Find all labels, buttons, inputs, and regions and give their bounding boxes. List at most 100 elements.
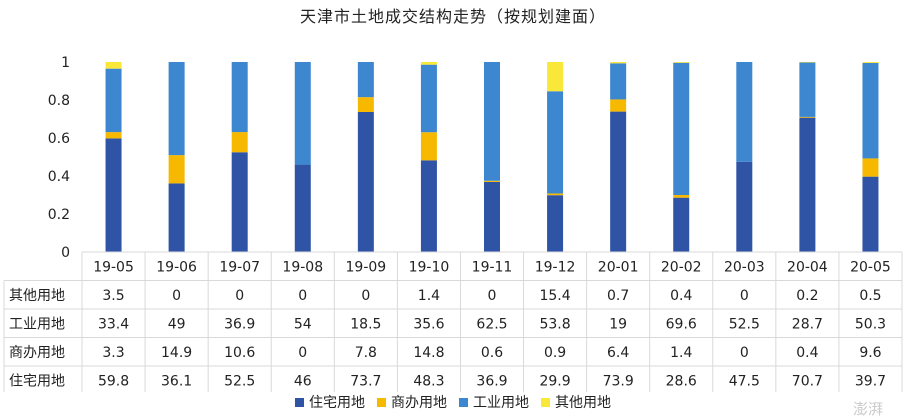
table-row-header: 其他用地 <box>9 288 65 304</box>
legend-label: 商办用地 <box>391 395 447 411</box>
x-category-label: 19-09 <box>346 259 387 275</box>
y-tick-label: 0.8 <box>48 93 70 109</box>
legend-label: 工业用地 <box>473 395 529 411</box>
table-cell-value: 49 <box>168 316 186 332</box>
table-cell-value: 48.3 <box>413 373 444 389</box>
x-category-label: 20-05 <box>850 259 891 275</box>
table-cell-value: 0 <box>740 345 749 361</box>
bar-segment-8-3 <box>610 62 627 64</box>
table-cell-value: 52.5 <box>729 316 760 332</box>
table-cell-value: 6.4 <box>607 345 629 361</box>
bar-segment-1-2 <box>168 62 185 156</box>
bar-segment-9-2 <box>673 62 690 196</box>
table-cell-value: 14.9 <box>161 345 192 361</box>
bar-segment-4-0 <box>357 111 374 252</box>
legend-label: 住宅用地 <box>309 395 365 411</box>
bar-segment-1-1 <box>168 155 185 184</box>
table-cell-value: 53.8 <box>539 316 570 332</box>
table-cell-value: 35.6 <box>413 316 444 332</box>
bar-segment-7-0 <box>547 195 564 252</box>
legend-swatch <box>541 397 550 407</box>
table-cell-value: 36.9 <box>224 316 255 332</box>
watermark: 澎湃 <box>853 400 884 418</box>
bar-segment-12-3 <box>862 62 879 63</box>
bar-segment-7-3 <box>547 62 564 92</box>
table-cell-value: 0 <box>172 288 181 304</box>
bar-segment-5-3 <box>420 62 437 65</box>
bar-segment-4-1 <box>357 97 374 112</box>
bar-segment-11-1 <box>799 116 816 118</box>
table-cell-value: 0 <box>361 288 370 304</box>
x-category-label: 20-01 <box>598 259 639 275</box>
chart-legend: 住宅用地 商办用地 工业用地 其他用地 <box>0 392 906 412</box>
table-cell-value: 3.5 <box>102 288 124 304</box>
table-cell-value: 18.5 <box>350 316 381 332</box>
table-row-header: 商办用地 <box>9 345 65 361</box>
bar-segment-0-3 <box>105 62 122 69</box>
table-cell-value: 15.4 <box>539 288 570 304</box>
table-row-header: 工业用地 <box>9 316 65 332</box>
bar-segment-11-3 <box>799 62 816 63</box>
bar-segment-9-1 <box>673 195 690 198</box>
table-cell-value: 47.5 <box>729 373 760 389</box>
table-cell-value: 0 <box>298 288 307 304</box>
table-cell-value: 14.8 <box>413 345 444 361</box>
table-cell-value: 39.7 <box>855 373 886 389</box>
table-cell-value: 0 <box>740 288 749 304</box>
bar-segment-7-2 <box>547 91 564 194</box>
bar-segment-0-2 <box>105 68 122 133</box>
bar-segment-12-0 <box>862 176 879 252</box>
bar-segment-3-2 <box>294 62 311 165</box>
table-cell-value: 7.8 <box>355 345 377 361</box>
table-cell-value: 0.5 <box>859 288 881 304</box>
bar-segment-5-1 <box>420 132 437 161</box>
table-cell-value: 73.9 <box>603 373 634 389</box>
table-cell-value: 0.2 <box>796 288 818 304</box>
table-cell-value: 3.3 <box>102 345 124 361</box>
bar-segment-8-0 <box>610 111 627 252</box>
legend-swatch <box>459 397 468 407</box>
table-cell-value: 0.4 <box>796 345 818 361</box>
bar-segment-6-2 <box>484 62 500 181</box>
table-cell-value: 59.8 <box>98 373 129 389</box>
x-category-label: 19-10 <box>409 259 450 275</box>
y-tick-label: 0 <box>61 245 70 261</box>
table-cell-value: 28.6 <box>666 373 697 389</box>
table-cell-value: 62.5 <box>476 316 507 332</box>
table-cell-value: 0.7 <box>607 288 629 304</box>
table-cell-value: 0.6 <box>481 345 503 361</box>
x-category-label: 20-03 <box>724 259 765 275</box>
bar-segment-7-1 <box>547 193 564 196</box>
bar-segment-2-2 <box>231 62 248 133</box>
bar-segment-9-3 <box>673 62 690 63</box>
bar-segment-1-0 <box>168 183 185 252</box>
x-category-label: 19-07 <box>219 259 260 275</box>
table-cell-value: 46 <box>294 373 312 389</box>
bar-segment-6-1 <box>484 180 500 182</box>
bar-segment-0-1 <box>105 132 122 139</box>
x-category-label: 20-02 <box>661 259 702 275</box>
bar-segment-9-0 <box>673 197 690 252</box>
bar-segment-4-2 <box>357 62 374 98</box>
y-tick-label: 0.4 <box>48 169 70 185</box>
x-category-label: 19-05 <box>93 259 134 275</box>
legend-label: 其他用地 <box>555 395 611 411</box>
y-tick-label: 1 <box>61 55 70 71</box>
y-tick-label: 0.2 <box>48 207 70 223</box>
bar-segment-12-2 <box>862 62 879 159</box>
x-category-label: 19-08 <box>282 259 323 275</box>
table-cell-value: 36.1 <box>161 373 192 389</box>
legend-item: 住宅用地 <box>295 392 365 412</box>
table-cell-value: 1.4 <box>670 345 692 361</box>
x-category-label: 19-11 <box>472 259 513 275</box>
y-tick-label: 0.6 <box>48 131 70 147</box>
bar-segment-10-0 <box>736 161 753 252</box>
bar-segment-12-1 <box>862 158 879 177</box>
chart-title: 天津市土地成交结构走势（按规划建面） <box>299 7 606 26</box>
legend-item: 商办用地 <box>377 392 447 412</box>
bar-segment-6-0 <box>484 181 500 252</box>
x-category-label: 19-12 <box>535 259 576 275</box>
bar-segment-10-2 <box>736 62 753 162</box>
table-cell-value: 10.6 <box>224 345 255 361</box>
table-cell-value: 54 <box>294 316 312 332</box>
